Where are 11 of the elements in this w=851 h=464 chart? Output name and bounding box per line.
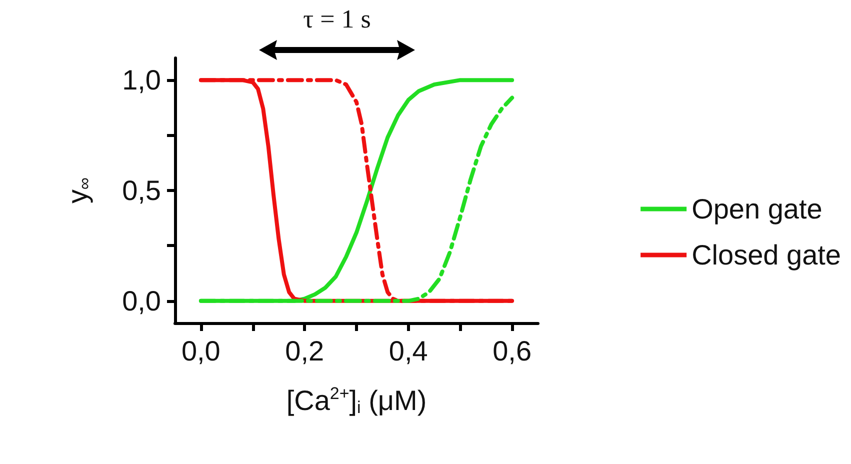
- y-tick-label: 1,0: [122, 64, 161, 96]
- legend-label: Closed gate: [692, 240, 842, 270]
- y-tick-label: 0,0: [122, 285, 161, 316]
- x-tick-label: 0,4: [388, 336, 428, 366]
- x-tick-label: 0,2: [285, 336, 324, 366]
- text: τ = 1 s: [303, 4, 371, 34]
- y-axis-title: y∞: [62, 177, 94, 204]
- x-tick-label: 0,6: [492, 336, 532, 366]
- x-tick-label: 0,0: [181, 336, 220, 366]
- legend-label: Open gate: [692, 194, 822, 224]
- y-tick-label: 0,5: [122, 175, 161, 206]
